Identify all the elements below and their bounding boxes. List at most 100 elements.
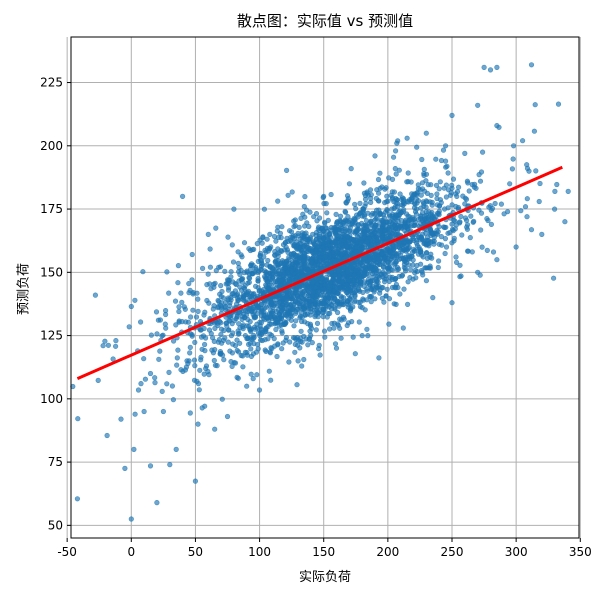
- scatter-point: [367, 187, 374, 193]
- scatter-point: [187, 410, 193, 416]
- scatter-point: [357, 200, 363, 206]
- scatter-point: [356, 281, 362, 288]
- scatter-point: [407, 197, 413, 203]
- scatter-point: [110, 356, 116, 362]
- scatter-point: [300, 258, 307, 264]
- scatter-point: [279, 277, 286, 283]
- scatter-point: [277, 271, 283, 277]
- scatter-point: [310, 279, 317, 285]
- scatter-point: [293, 252, 299, 258]
- scatter-point: [230, 259, 237, 265]
- scatter-point: [383, 185, 389, 191]
- scatter-point: [112, 343, 119, 349]
- scatter-point: [275, 341, 281, 347]
- scatter-point: [230, 330, 236, 336]
- scatter-point: [456, 184, 462, 190]
- scatter-point: [494, 257, 500, 263]
- scatter-point: [213, 225, 219, 231]
- scatter-point: [225, 297, 231, 303]
- scatter-point: [200, 265, 206, 272]
- scatter-point: [200, 333, 207, 339]
- scatter-point: [443, 224, 449, 230]
- scatter-point: [472, 181, 478, 187]
- scatter-point: [369, 242, 375, 248]
- scatter-point: [291, 224, 297, 230]
- scatter-point: [382, 255, 388, 261]
- scatter-point: [264, 262, 270, 268]
- scatter-point: [433, 156, 439, 162]
- scatter-point: [285, 192, 291, 198]
- scatter-point: [359, 305, 365, 311]
- scatter-point: [338, 335, 344, 341]
- scatter-point: [258, 326, 264, 332]
- scatter-point: [353, 206, 359, 212]
- scatter-point: [212, 426, 218, 432]
- scatter-point: [436, 258, 442, 264]
- scatter-point: [524, 162, 530, 168]
- scatter-point: [268, 244, 274, 250]
- scatter-point: [194, 378, 200, 385]
- scatter-point: [376, 190, 382, 196]
- scatter-point: [288, 317, 294, 323]
- scatter-point: [362, 196, 369, 202]
- scatter-point: [438, 234, 445, 240]
- y-tick-label: 150: [40, 265, 63, 279]
- scatter-point: [397, 191, 403, 197]
- scatter-point: [373, 216, 379, 222]
- scatter-point: [253, 314, 259, 320]
- scatter-point: [526, 168, 532, 174]
- scatter-point: [193, 314, 200, 320]
- scatter-point: [299, 339, 305, 345]
- scatter-point: [128, 516, 134, 522]
- scatter-point: [240, 364, 246, 370]
- scatter-point: [264, 236, 270, 242]
- scatter-point: [292, 349, 298, 355]
- scatter-point: [324, 210, 330, 216]
- scatter-point: [405, 301, 411, 308]
- scatter-point: [236, 264, 242, 271]
- scatter-point: [255, 278, 261, 284]
- scatter-point: [309, 293, 315, 299]
- scatter-point: [374, 207, 380, 213]
- scatter-point: [330, 246, 336, 252]
- scatter-point: [251, 334, 257, 340]
- scatter-point: [338, 213, 344, 219]
- scatter-point: [141, 408, 147, 415]
- scatter-point: [323, 201, 329, 207]
- scatter-point: [399, 273, 405, 279]
- scatter-point: [175, 280, 181, 286]
- scatter-point: [414, 237, 420, 243]
- x-axis-label: 实际负荷: [298, 570, 351, 585]
- scatter-point: [404, 135, 410, 141]
- scatter-point: [301, 296, 307, 302]
- scatter-point: [407, 238, 414, 244]
- scatter-point: [253, 349, 260, 355]
- scatter-point: [303, 336, 309, 342]
- scatter-point: [403, 248, 409, 254]
- scatter-point: [464, 178, 471, 184]
- scatter-point: [215, 297, 221, 304]
- scatter-point: [348, 166, 354, 172]
- scatter-point: [274, 353, 280, 360]
- scatter-point: [190, 307, 196, 313]
- scatter-point: [390, 211, 396, 217]
- scatter-point: [321, 299, 327, 305]
- scatter-point: [176, 308, 182, 315]
- scatter-point: [222, 304, 228, 311]
- scatter-point: [410, 276, 416, 282]
- scatter-point: [536, 198, 542, 205]
- scatter-point: [225, 234, 231, 240]
- scatter-point: [365, 272, 371, 278]
- scatter-point: [183, 319, 189, 325]
- scatter-point: [299, 292, 305, 298]
- scatter-point: [459, 232, 465, 238]
- scatter-point: [443, 244, 450, 250]
- scatter-point: [507, 181, 513, 187]
- scatter-point: [258, 337, 264, 343]
- scatter-point: [412, 201, 418, 207]
- scatter-point: [262, 337, 268, 343]
- scatter-point: [300, 234, 306, 241]
- scatter-point: [248, 346, 254, 352]
- scatter-point: [449, 240, 455, 246]
- scatter-point: [218, 320, 224, 326]
